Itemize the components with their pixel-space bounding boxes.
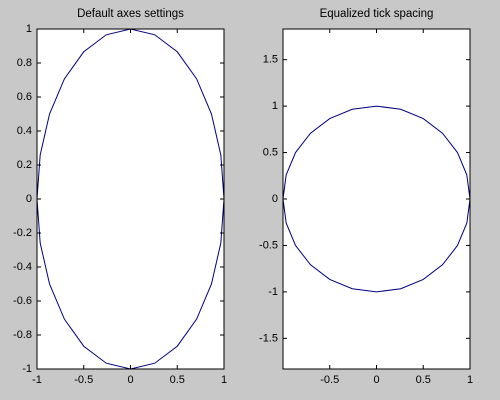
y-tick-label: -0.6	[13, 295, 32, 307]
x-tick-label: 0	[127, 374, 133, 386]
y-tick-label: -1	[22, 363, 32, 375]
x-tick-label: 1	[467, 374, 473, 386]
y-tick-label: 0.4	[17, 125, 32, 137]
x-tick-label: -0.5	[74, 374, 93, 386]
axes-box	[36, 28, 225, 370]
chart-title: Default axes settings	[77, 8, 184, 20]
y-tick-label: 0	[272, 193, 278, 205]
y-tick-label: 0.6	[17, 91, 32, 103]
axes-box	[282, 28, 471, 370]
y-tick-label: 0	[26, 193, 32, 205]
axes-background	[283, 29, 470, 369]
x-tick-label: 0.5	[416, 374, 431, 386]
y-tick-label: 1	[272, 100, 278, 112]
x-tick-label: 1	[221, 374, 227, 386]
x-tick-label: 0	[373, 374, 379, 386]
chart-title: Equalized tick spacing	[320, 8, 434, 20]
y-tick-label: 1.5	[263, 54, 278, 66]
y-tick-label: -1.5	[259, 332, 278, 344]
y-tick-label: -0.2	[13, 227, 32, 239]
x-tick-label: -0.5	[320, 374, 339, 386]
y-tick-label: -1	[268, 286, 278, 298]
y-tick-label: -0.8	[13, 329, 32, 341]
y-tick-label: 0.8	[17, 57, 32, 69]
y-tick-label: -0.5	[259, 239, 278, 251]
y-tick-label: 0.2	[17, 159, 32, 171]
y-tick-label: -0.4	[13, 261, 32, 273]
y-tick-label: 0.5	[263, 146, 278, 158]
x-tick-label: 0.5	[170, 374, 185, 386]
y-tick-label: 1	[26, 23, 32, 35]
axes-background	[37, 29, 224, 369]
x-tick-label: -1	[32, 374, 42, 386]
